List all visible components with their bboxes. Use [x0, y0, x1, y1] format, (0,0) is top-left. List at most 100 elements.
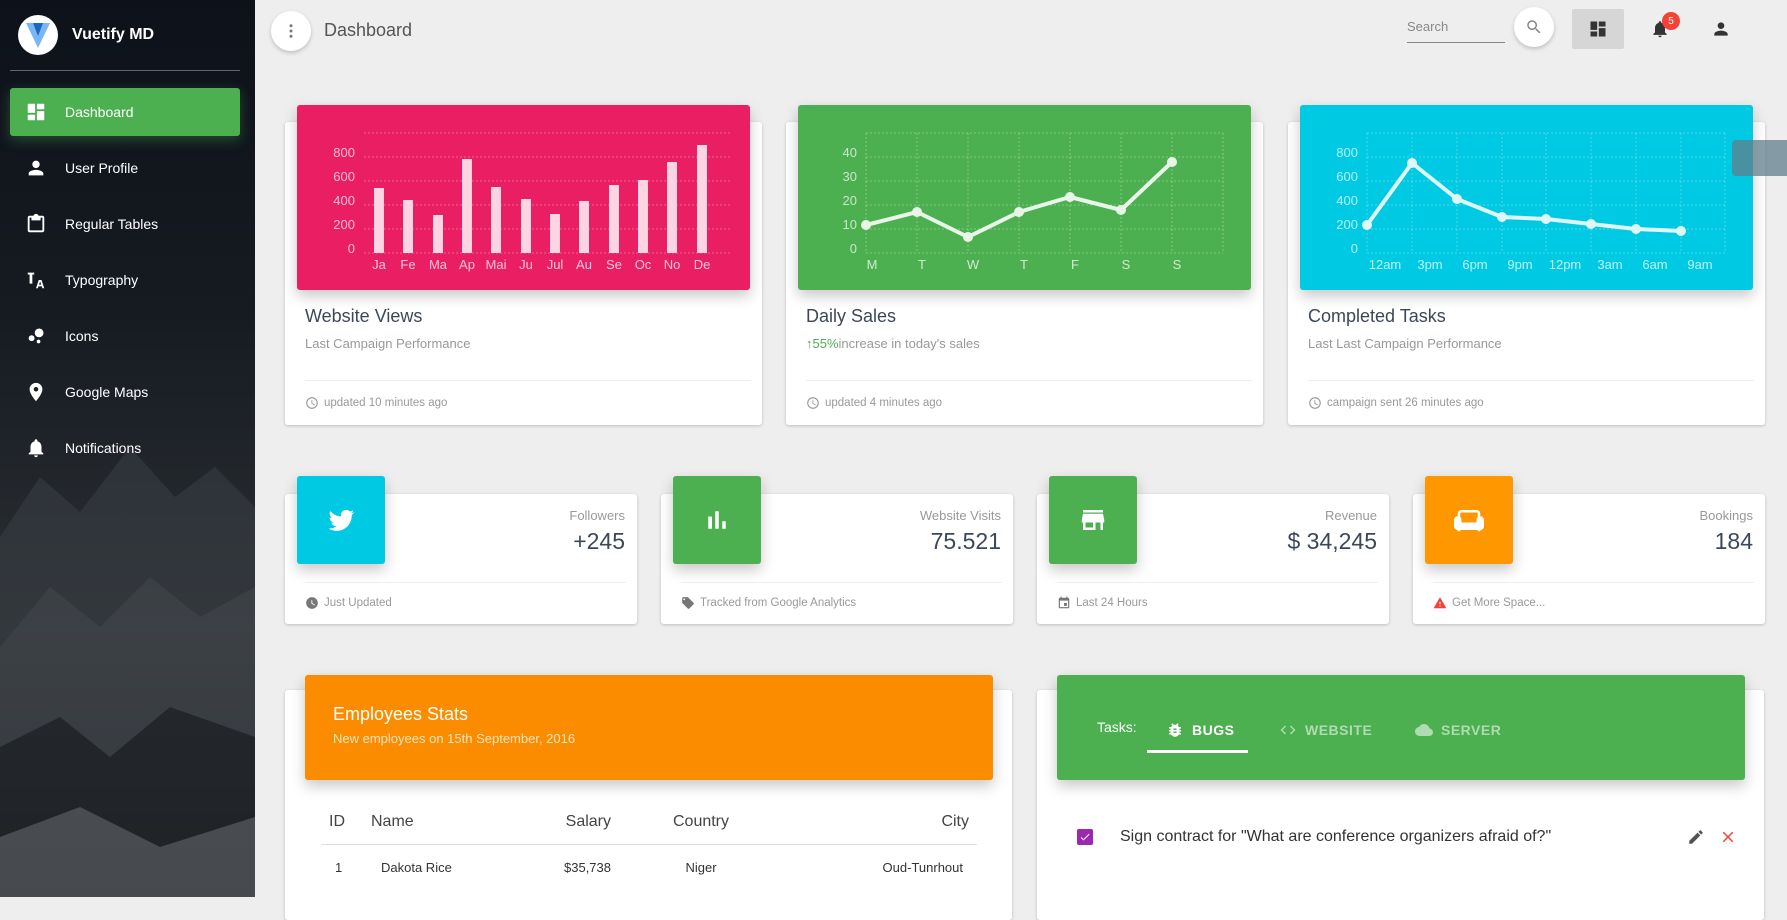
sidebar-item-user-profile[interactable]: User Profile: [10, 144, 240, 192]
stat-label: Followers: [569, 508, 625, 523]
dashboard-button[interactable]: [1572, 9, 1624, 49]
warning-icon: [1433, 597, 1447, 609]
card-footer: Last 24 Hours: [1057, 596, 1148, 610]
sidebar-item-typography[interactable]: Typography: [10, 256, 240, 304]
svg-text:800: 800: [333, 145, 355, 160]
svg-text:W: W: [967, 257, 980, 272]
tab-website[interactable]: WEBSITE: [1279, 712, 1372, 748]
sidebar-item-label: Typography: [65, 272, 139, 288]
edit-icon[interactable]: [1687, 828, 1705, 846]
person-icon: [1714, 22, 1728, 36]
notifications-button[interactable]: 5: [1634, 9, 1686, 49]
svg-text:Jul: Jul: [547, 257, 564, 272]
more-vert-icon: [289, 24, 293, 38]
divider: [10, 70, 240, 71]
card-footer: Just Updated: [305, 596, 392, 610]
svg-text:Au: Au: [576, 257, 592, 272]
svg-text:200: 200: [333, 217, 355, 232]
sidebar-background-image: [0, 447, 255, 897]
svg-text:800: 800: [1336, 145, 1358, 160]
employees-subtitle: New employees on 15th September, 2016: [333, 731, 576, 746]
svg-text:6am: 6am: [1642, 257, 1667, 272]
stat-value: 184: [1714, 528, 1753, 554]
tasks-label: Tasks:: [1097, 719, 1137, 735]
bubble-chart-icon: [24, 324, 48, 348]
search-field: [1407, 12, 1505, 43]
sidebar: Vuetify MD Dashboard User Profile Regula…: [0, 0, 255, 897]
vuetify-logo-icon: [18, 15, 58, 55]
sidebar-item-dashboard[interactable]: Dashboard: [10, 88, 240, 136]
close-icon[interactable]: [1719, 828, 1737, 846]
svg-text:T: T: [918, 257, 926, 272]
sidebar-item-label: Icons: [65, 328, 99, 344]
divider: [1057, 582, 1378, 583]
brand[interactable]: Vuetify MD: [18, 14, 154, 56]
check-icon: [1080, 833, 1090, 841]
daily-sales-chart: 40 30 20 10 0 M T W T F S S: [798, 105, 1251, 290]
sidebar-item-label: Notifications: [65, 440, 142, 456]
sidebar-item-label: User Profile: [65, 160, 139, 176]
divider: [305, 380, 751, 381]
svg-text:3am: 3am: [1597, 257, 1622, 272]
divider: [806, 380, 1252, 381]
sofa-icon: [1454, 510, 1484, 532]
divider: [681, 582, 1002, 583]
user-account-button[interactable]: [1695, 9, 1747, 49]
card-title: Completed Tasks: [1308, 306, 1446, 326]
search-input[interactable]: [1407, 12, 1505, 40]
column-header-id[interactable]: ID: [321, 800, 371, 845]
bar-chart: 800 600 400 200 0 Ja Fe Ma Ap Mai Ju Jul Au Se Oc No De: [333, 132, 732, 272]
tab-server[interactable]: SERVER: [1415, 712, 1501, 748]
column-header-city[interactable]: City: [791, 800, 977, 845]
column-header-name[interactable]: Name: [371, 800, 521, 845]
cell-name: Dakota Rice: [381, 859, 452, 875]
tab-bugs[interactable]: BUGS: [1166, 712, 1234, 748]
divider: [305, 582, 626, 583]
svg-text:9am: 9am: [1687, 257, 1712, 272]
page-title: Dashboard: [324, 20, 413, 40]
cell-salary: $35,738: [564, 859, 611, 875]
line-chart: 40 30 20 10 0 M T W T F S S: [843, 132, 1224, 272]
website-visits-icon-box: [673, 476, 761, 564]
sidebar-item-regular-tables[interactable]: Regular Tables: [10, 200, 240, 248]
sidebar-item-google-maps[interactable]: Google Maps: [10, 368, 240, 416]
settings-drawer-handle[interactable]: [1732, 140, 1787, 176]
svg-text:S: S: [1122, 257, 1131, 272]
svg-text:Se: Se: [606, 257, 622, 272]
cell-id: 1: [335, 859, 343, 875]
bookings-icon-box: [1425, 476, 1513, 564]
line-chart: 800 600 400 200 0 12am 3pm 6pm 9pm 12pm 3am 6am 9am: [1336, 132, 1726, 272]
svg-text:600: 600: [1336, 169, 1358, 184]
sidebar-item-notifications[interactable]: Notifications: [10, 424, 240, 472]
svg-text:0: 0: [348, 241, 355, 256]
card-footer: updated 10 minutes ago: [305, 396, 447, 410]
employees-title: Employees Stats: [333, 704, 469, 724]
column-header-country[interactable]: Country: [611, 800, 791, 845]
bar-chart-icon: [708, 511, 726, 529]
column-header-salary[interactable]: Salary: [521, 800, 611, 845]
svg-text:0: 0: [850, 241, 857, 256]
tag-icon: [682, 597, 694, 609]
clipboard-icon: [24, 212, 48, 236]
stat-label: Revenue: [1324, 508, 1377, 523]
sidebar-item-label: Google Maps: [65, 384, 149, 400]
card-footer: campaign sent 26 minutes ago: [1308, 396, 1484, 410]
table-header-row: ID Name Salary Country City: [321, 800, 977, 845]
task-text: Sign contract for "What are conference o…: [1120, 828, 1552, 845]
store-icon: [1081, 510, 1105, 530]
svg-text:12am: 12am: [1369, 257, 1402, 272]
svg-text:De: De: [694, 257, 711, 272]
sidebar-toggle-button[interactable]: [271, 11, 311, 51]
task-checkbox[interactable]: [1077, 829, 1093, 845]
svg-text:Fe: Fe: [400, 257, 415, 272]
clock-icon: [306, 397, 318, 409]
clock-icon: [1309, 397, 1321, 409]
search-button[interactable]: [1514, 7, 1554, 47]
cell-city: Oud-Tunrhout: [882, 859, 963, 875]
website-views-chart: 800 600 400 200 0 Ja Fe Ma Ap Mai Ju Jul Au Se Oc No De: [297, 105, 750, 290]
svg-text:0: 0: [1351, 241, 1358, 256]
sidebar-item-icons[interactable]: Icons: [10, 312, 240, 360]
employees-table: ID Name Salary Country City 1 Dakota Ric…: [321, 800, 977, 890]
sidebar-nav: Dashboard User Profile Regular Tables Ty…: [10, 88, 240, 480]
twitter-icon: [328, 509, 355, 531]
